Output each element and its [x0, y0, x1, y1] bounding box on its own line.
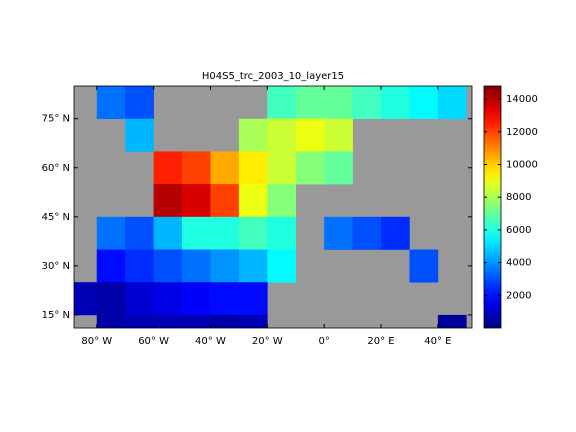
field-cell: [295, 118, 325, 152]
field-cell: [153, 314, 183, 328]
field-cell: [437, 314, 467, 328]
y-tick-label: 75° N: [42, 114, 70, 125]
field-cell: [267, 151, 297, 185]
field-cell: [352, 216, 382, 250]
x-tick-label: 20° E: [367, 336, 394, 347]
field-cell: [238, 216, 268, 250]
field-cell: [125, 282, 154, 316]
field-cell: [238, 118, 268, 152]
field-cell: [295, 151, 325, 185]
field-cell: [96, 282, 126, 316]
y-tick-label: 15° N: [42, 310, 70, 321]
x-tick-label: 40° E: [424, 336, 451, 347]
field-cell: [267, 184, 297, 218]
field-cell: [96, 86, 126, 120]
field-cell: [409, 249, 439, 283]
field-cell: [324, 151, 353, 185]
field-cell: [381, 86, 410, 120]
field-cell: [182, 282, 211, 316]
field-cell: [238, 184, 268, 218]
colorbar-tick-label: 14000: [506, 94, 538, 105]
field-cell: [210, 216, 240, 250]
colorbar-tick-label: 2000: [506, 290, 531, 301]
field-cell: [125, 86, 154, 120]
colorbar-tick-label: 10000: [506, 159, 538, 170]
field-cell: [324, 86, 353, 120]
field-cell: [153, 282, 183, 316]
chart-title: H04S5_trc_2003_10_layer15: [202, 71, 344, 82]
field-cell: [96, 216, 126, 250]
colorbar-tick-label: 6000: [506, 225, 531, 236]
colorbar: [483, 85, 502, 329]
field-cell: [267, 118, 297, 152]
field-cell: [153, 216, 183, 250]
field-cell: [182, 314, 211, 328]
field-cell: [238, 282, 268, 316]
y-tick-label: 60° N: [42, 163, 70, 174]
field-cell: [238, 314, 268, 328]
field-cell: [182, 216, 211, 250]
field-cell: [125, 216, 154, 250]
field-cell: [210, 184, 240, 218]
field-cell: [125, 118, 154, 152]
field-cell: [267, 249, 297, 283]
x-tick-label: 60° W: [138, 336, 169, 347]
x-tick-label: 80° W: [81, 336, 112, 347]
field-cell: [153, 151, 183, 185]
field-cell: [267, 216, 297, 250]
field-cell: [210, 314, 240, 328]
x-tick-label: 20° W: [252, 336, 283, 347]
field-cell: [74, 282, 98, 316]
y-tick-label: 45° N: [42, 212, 70, 223]
field-cell: [153, 249, 183, 283]
x-tick-label: 40° W: [195, 336, 226, 347]
colorbar-tick-label: 12000: [506, 127, 538, 138]
field-cell: [210, 249, 240, 283]
axes-frame: [73, 85, 473, 329]
field-cell: [210, 282, 240, 316]
field-cell: [238, 151, 268, 185]
field-cell: [182, 151, 211, 185]
field-cell: [238, 249, 268, 283]
colorbar-tick-label: 8000: [506, 192, 531, 203]
field-cell: [324, 118, 353, 152]
field-cell: [182, 249, 211, 283]
y-tick-label: 30° N: [42, 261, 70, 272]
field-cell: [267, 86, 297, 120]
field-cell: [437, 86, 467, 120]
field-cell: [96, 249, 126, 283]
x-tick-label: 0°: [318, 336, 329, 347]
field-cell: [96, 314, 126, 328]
field-cell: [381, 216, 410, 250]
field: [74, 86, 467, 328]
field-cell: [153, 184, 183, 218]
field-cell: [295, 86, 325, 120]
field-cell: [352, 86, 382, 120]
field-cell: [210, 151, 240, 185]
field-cell: [125, 249, 154, 283]
field-cell: [125, 314, 154, 328]
field-cell: [324, 216, 353, 250]
field-cell: [409, 86, 439, 120]
field-cell: [182, 184, 211, 218]
colorbar-tick-label: 4000: [506, 258, 531, 269]
